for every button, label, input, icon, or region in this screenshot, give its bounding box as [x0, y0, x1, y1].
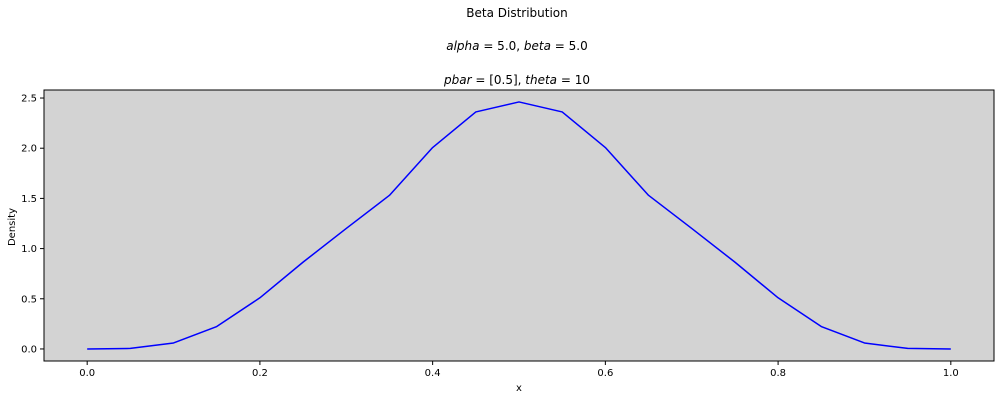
chart-subtitle-params: alpha = 5.0, beta = 5.0	[446, 39, 588, 53]
x-tick-label: 0.0	[79, 368, 95, 379]
y-tick-label: 0.5	[21, 294, 37, 305]
y-axis-label: Density	[7, 208, 18, 246]
y-tick-label: 1.5	[21, 194, 37, 205]
x-axis-ticks: 0.0 0.2 0.4 0.6 0.8 1.0	[79, 361, 959, 379]
density-curve	[87, 101, 951, 350]
x-axis-label: x	[516, 383, 522, 394]
series-layer	[87, 101, 951, 350]
x-tick-label: 0.8	[770, 368, 786, 379]
x-tick-label: 0.2	[252, 368, 268, 379]
y-tick-label: 0.0	[21, 344, 37, 355]
x-tick-label: 0.4	[425, 368, 441, 379]
x-tick-label: 1.0	[943, 368, 959, 379]
y-axis-ticks: 0.0 0.5 1.0 1.5 2.0 2.5	[21, 94, 44, 355]
y-tick-label: 2.0	[21, 144, 37, 155]
plot-area	[43, 89, 995, 362]
y-tick-label: 2.5	[21, 94, 37, 105]
chart-subtitle-pbar-theta: pbar = [0.5], theta = 10	[443, 73, 590, 87]
x-tick-label: 0.6	[597, 368, 613, 379]
y-tick-label: 1.0	[21, 244, 37, 255]
chart-title: Beta Distribution	[466, 6, 568, 20]
